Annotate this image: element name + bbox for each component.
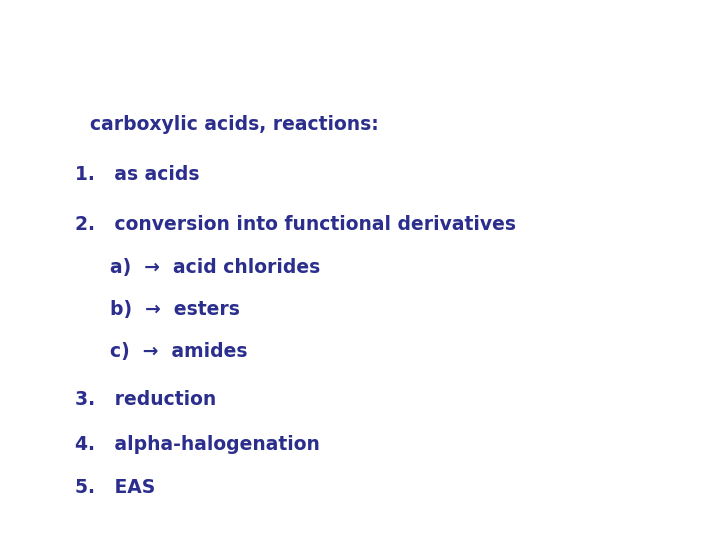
Text: 4.   alpha-halogenation: 4. alpha-halogenation [75,435,320,454]
Text: 5.   EAS: 5. EAS [75,478,156,497]
Text: a)  →  acid chlorides: a) → acid chlorides [110,258,320,277]
Text: c)  →  amides: c) → amides [110,342,248,361]
Text: carboxylic acids, reactions:: carboxylic acids, reactions: [90,115,379,134]
Text: 1.   as acids: 1. as acids [75,165,199,184]
Text: 3.   reduction: 3. reduction [75,390,216,409]
Text: 2.   conversion into functional derivatives: 2. conversion into functional derivative… [75,215,516,234]
Text: b)  →  esters: b) → esters [110,300,240,319]
